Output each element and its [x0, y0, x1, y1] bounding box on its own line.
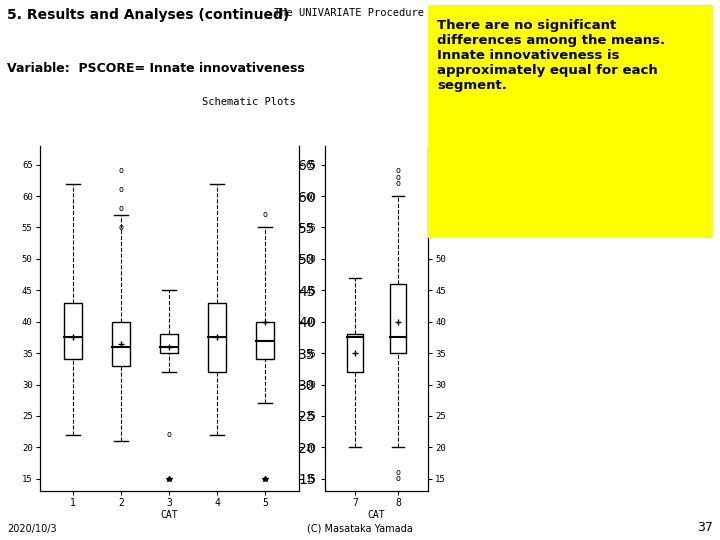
Bar	[347, 334, 363, 372]
Text: o: o	[119, 204, 124, 213]
X-axis label: CAT: CAT	[161, 510, 178, 519]
Bar	[112, 322, 130, 366]
Bar	[64, 303, 82, 360]
Text: (C) Masataka Yamada: (C) Masataka Yamada	[307, 523, 413, 534]
Text: 2020/10/3: 2020/10/3	[7, 523, 57, 534]
Text: There are no significant
differences among the means.
Innate innovativeness is
a: There are no significant differences amo…	[437, 19, 665, 92]
Text: o: o	[119, 223, 124, 232]
Text: 5. Results and Analyses (continued): 5. Results and Analyses (continued)	[7, 8, 289, 22]
Text: The UNIVARIATE Procedure: The UNIVARIATE Procedure	[274, 8, 423, 18]
Bar	[208, 303, 226, 372]
Text: 37: 37	[697, 521, 713, 534]
Bar	[256, 322, 274, 360]
Text: o: o	[396, 166, 400, 176]
Bar	[390, 284, 406, 353]
Text: Schematic Plots: Schematic Plots	[202, 97, 295, 107]
Text: o: o	[167, 430, 171, 440]
Text: o: o	[396, 179, 400, 188]
Text: o: o	[396, 173, 400, 182]
Text: o: o	[119, 185, 124, 194]
X-axis label: CAT: CAT	[368, 510, 385, 519]
Text: o: o	[396, 474, 400, 483]
Text: Variable:  PSCORE= Innate innovativeness: Variable: PSCORE= Innate innovativeness	[7, 62, 305, 75]
Text: o: o	[119, 166, 124, 176]
Text: o: o	[263, 211, 268, 219]
Bar	[160, 334, 179, 353]
Text: o: o	[396, 468, 400, 477]
